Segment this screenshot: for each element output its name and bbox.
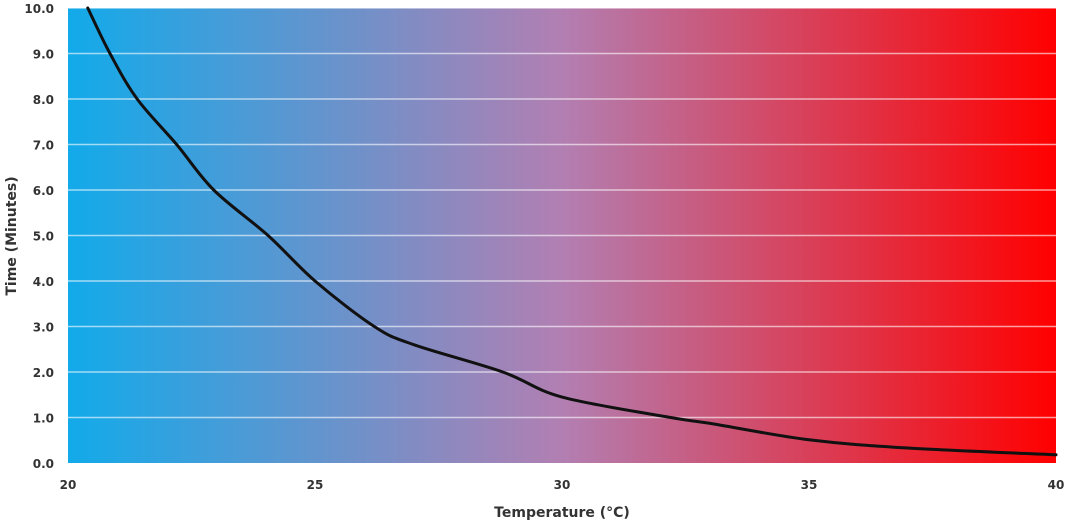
y-tick-label: 1.0 xyxy=(33,412,54,426)
y-tick-label: 4.0 xyxy=(33,275,54,289)
series-line xyxy=(86,6,1058,457)
x-tick-label: 30 xyxy=(554,478,571,492)
y-tick-label: 9.0 xyxy=(33,48,54,62)
y-tick-label: 2.0 xyxy=(33,366,54,380)
y-tick-label: 6.0 xyxy=(33,184,54,198)
y-tick-label: 8.0 xyxy=(33,93,54,107)
x-tick-label: 20 xyxy=(60,478,77,492)
y-tick-label: 7.0 xyxy=(33,139,54,153)
y-tick-label: 5.0 xyxy=(33,230,54,244)
y-tick-label: 10.0 xyxy=(24,2,54,16)
x-tick-label: 25 xyxy=(307,478,324,492)
x-tick-label: 40 xyxy=(1048,478,1065,492)
y-axis-label: Time (Minutes) xyxy=(4,176,20,295)
y-tick-label: 3.0 xyxy=(33,321,54,335)
y-tick-label: 0.0 xyxy=(33,457,54,471)
x-tick-label: 35 xyxy=(801,478,818,492)
x-axis-label: Temperature (°C) xyxy=(494,505,630,521)
